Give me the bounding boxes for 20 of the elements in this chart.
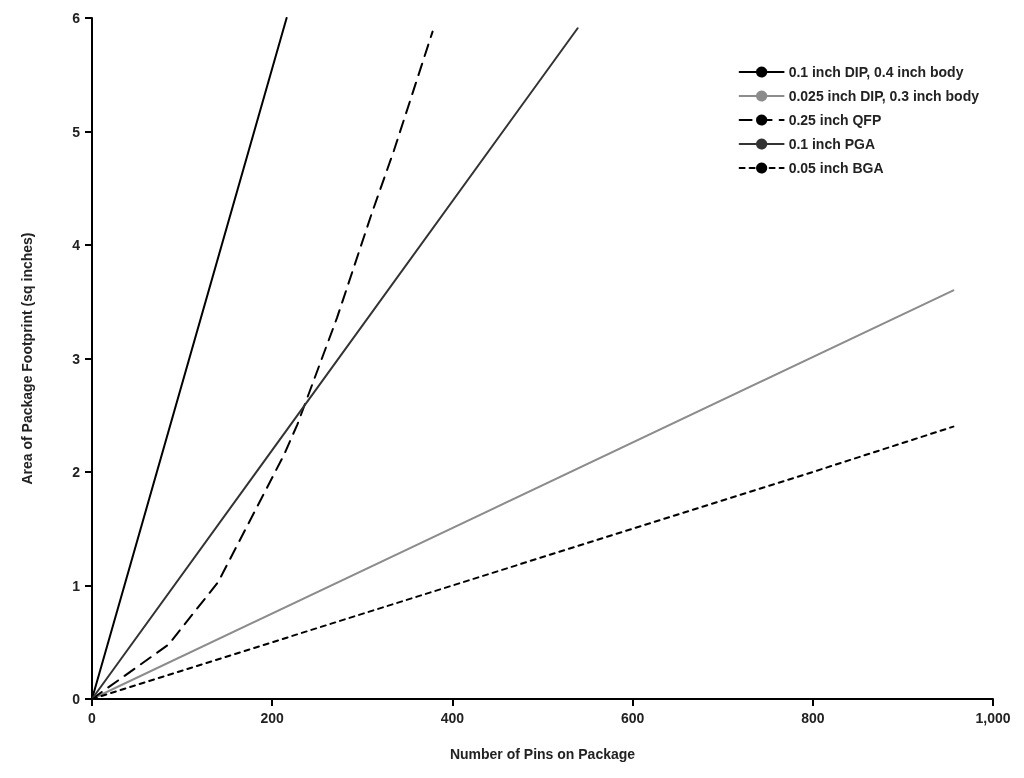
y-tick-label: 2 — [72, 464, 81, 480]
x-tick-label: 400 — [440, 710, 465, 726]
legend-label: 0.05 inch BGA — [788, 160, 884, 176]
x-tick-label: 0 — [88, 710, 97, 726]
y-axis-title: Area of Package Footprint (sq inches) — [19, 232, 35, 485]
legend-label: 0.1 inch PGA — [788, 136, 875, 152]
y-tick-label: 1 — [72, 577, 81, 594]
legend-label: 0.25 inch QFP — [788, 112, 882, 128]
y-tick-label: 5 — [72, 123, 81, 140]
x-tick-label: 200 — [260, 710, 285, 726]
y-tick-label: 3 — [72, 350, 81, 367]
y-tick-label: 6 — [72, 10, 81, 26]
y-tick-label: 0 — [72, 691, 81, 707]
x-tick-label: 1,000 — [975, 710, 1011, 726]
y-tick-label: 4 — [72, 237, 81, 253]
x-axis-title: Number of Pins on Package — [449, 746, 636, 762]
legend-label: 0.1 inch DIP, 0.4 inch body — [788, 64, 964, 80]
legend-label: 0.025 inch DIP, 0.3 inch body — [788, 88, 980, 104]
x-tick-label: 600 — [620, 710, 645, 726]
x-tick-label: 800 — [801, 710, 825, 726]
